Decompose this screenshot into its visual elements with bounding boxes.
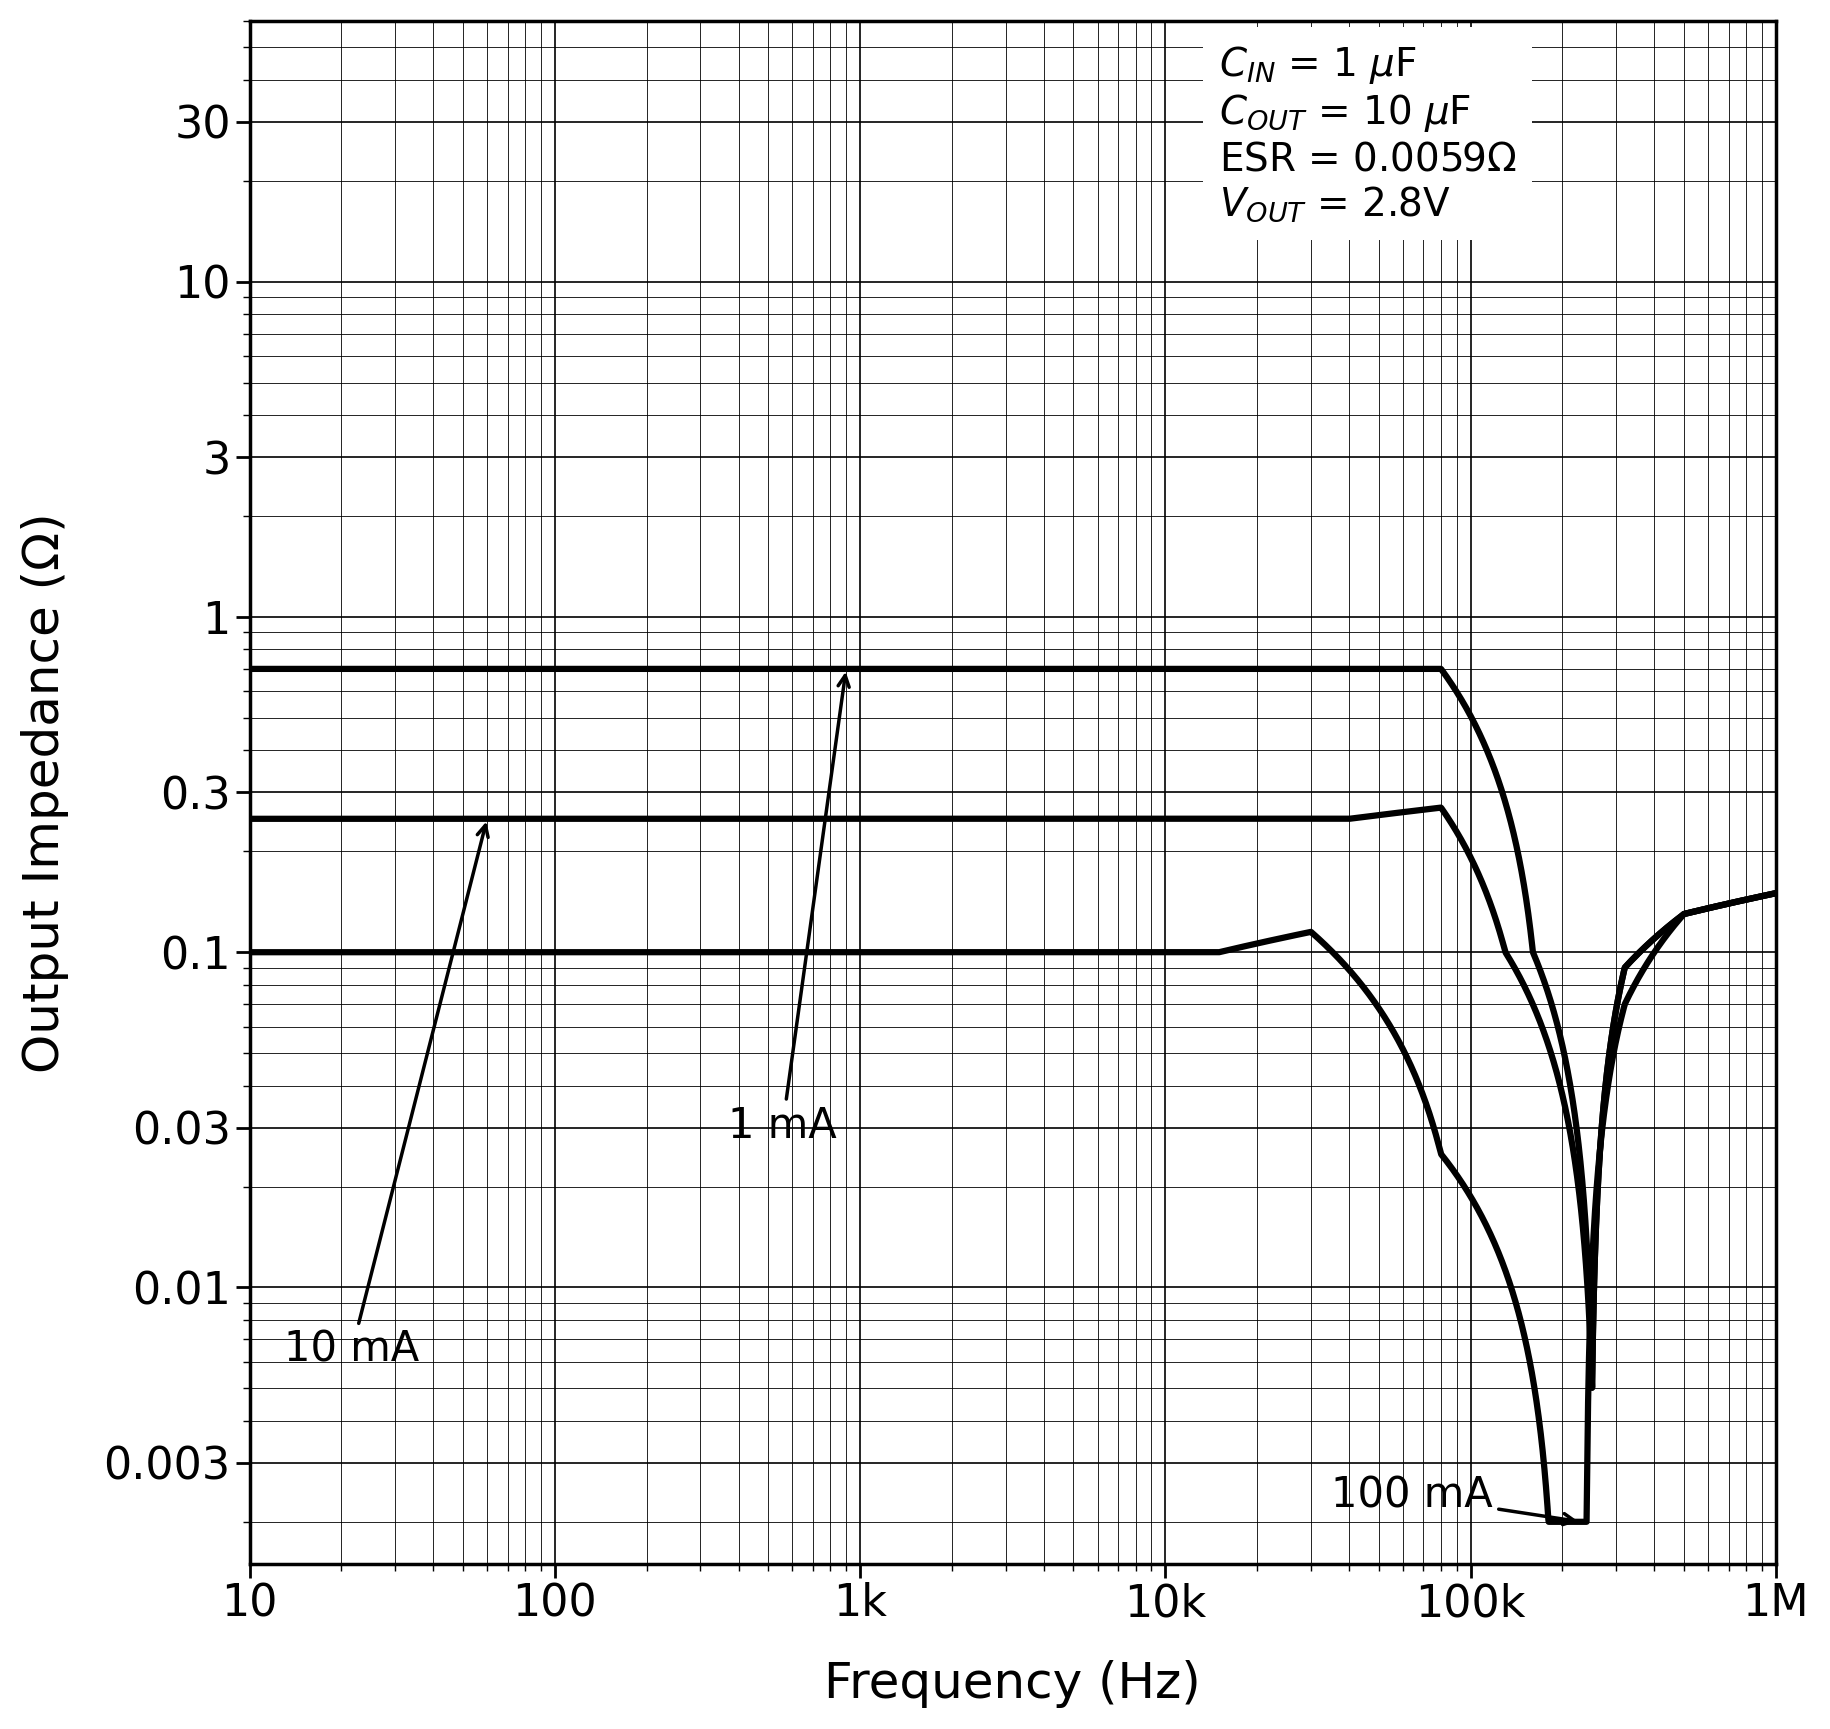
Text: 10 mA: 10 mA — [284, 825, 489, 1371]
Text: 1 mA: 1 mA — [728, 676, 849, 1146]
Text: 100 mA: 100 mA — [1332, 1475, 1574, 1525]
Text: $C_{IN}$ = 1 $\mu$F
$C_{OUT}$ = 10 $\mu$F
ESR = 0.0059$\Omega$
$V_{OUT}$ = 2.8V: $C_{IN}$ = 1 $\mu$F $C_{OUT}$ = 10 $\mu$… — [1219, 43, 1517, 225]
X-axis label: Frequency (Hz): Frequency (Hz) — [824, 1660, 1200, 1708]
Y-axis label: Output Impedance (Ω): Output Impedance (Ω) — [20, 512, 70, 1072]
